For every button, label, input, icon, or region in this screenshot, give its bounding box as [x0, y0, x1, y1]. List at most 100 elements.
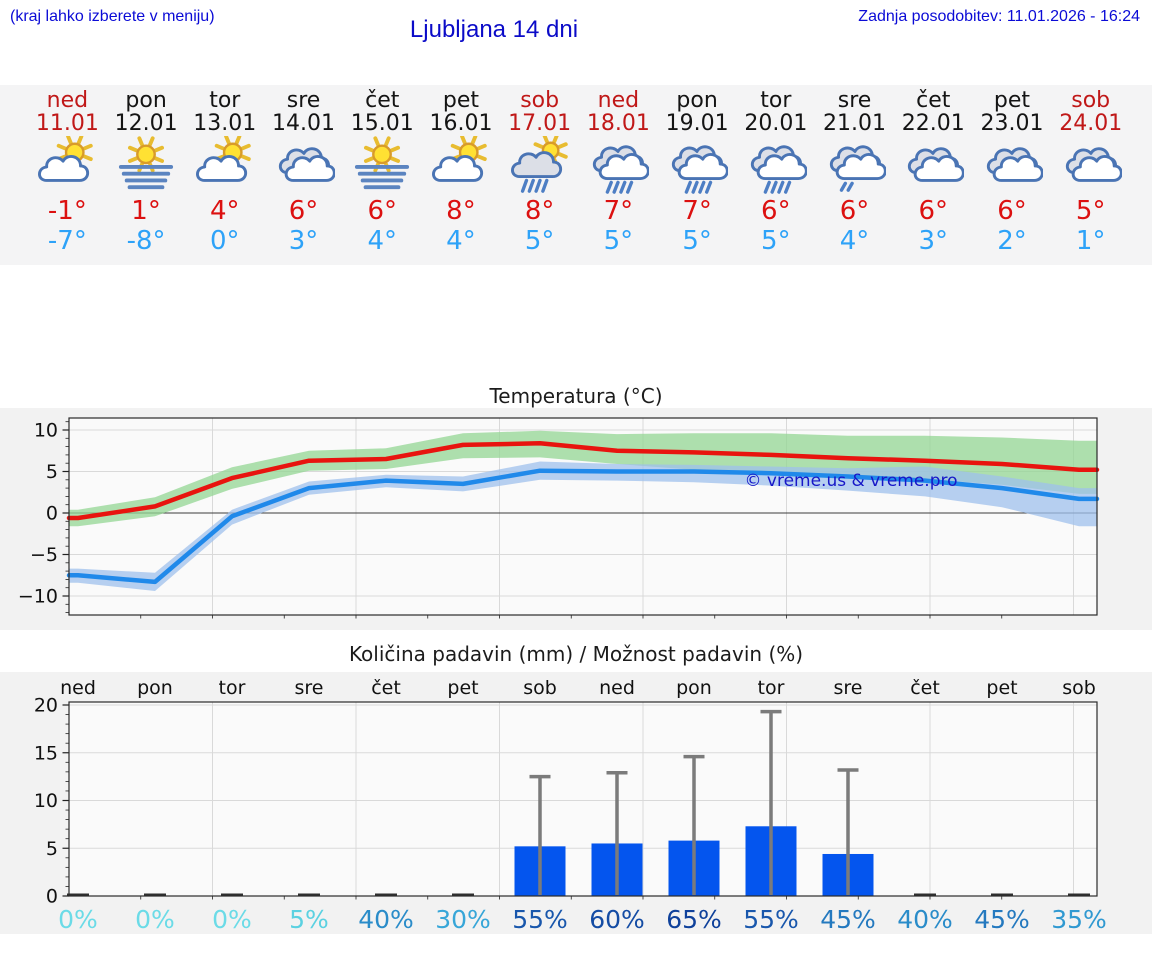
day-date: 23.01: [980, 111, 1044, 136]
day-min-temp: -8°: [126, 226, 166, 256]
day-label: tor: [758, 677, 785, 699]
y-tick-label: 10: [34, 420, 58, 442]
day-date: 18.01: [586, 111, 650, 136]
precip-probability-label: 0%: [58, 905, 98, 934]
precip-zero-bar: [144, 893, 166, 896]
day-min-temp: 0°: [210, 226, 240, 256]
day-min-temp: 4°: [446, 226, 476, 256]
precip-zero-bar: [67, 893, 89, 896]
day-min-temp: 2°: [997, 226, 1027, 256]
precip-probability-label: 55%: [512, 905, 568, 934]
y-tick-label: 0: [46, 503, 58, 525]
precip-zero-bar: [914, 893, 936, 896]
y-tick-label: 5: [46, 461, 58, 483]
precip-probability-label: 65%: [666, 905, 722, 934]
temperature-chart-title: Temperatura (°C): [489, 384, 663, 408]
precip-zero-bar: [298, 893, 320, 896]
day-label: sre: [295, 677, 324, 699]
plot-border: [68, 701, 1098, 897]
temperature-chart: −10 −5 0 5 10 © vreme.us & vreme.pro: [18, 417, 1100, 619]
day-label: ned: [599, 677, 635, 699]
day-min-temp: 5°: [761, 226, 791, 256]
y-tick-label: 15: [34, 742, 58, 764]
day-min-temp: -7°: [47, 226, 87, 256]
day-min-temp: 5°: [682, 226, 712, 256]
precip-probability-label: 40%: [358, 905, 414, 934]
day-label: sob: [1062, 677, 1096, 699]
day-column: pon 19.01 7° 5°: [658, 85, 737, 265]
y-tick-label: −10: [18, 586, 58, 608]
day-name: sob: [1071, 88, 1111, 113]
day-name: pet: [442, 88, 480, 113]
day-column: tor 20.01 6° 5°: [736, 85, 815, 265]
day-column: tor 13.01 4° 0°: [185, 85, 264, 265]
day-label: tor: [219, 677, 246, 699]
weather-icon-partly-sunny: [38, 136, 94, 182]
precip-probability-label: 5%: [289, 905, 329, 934]
y-tick-label: 10: [34, 790, 58, 812]
day-name: tor: [760, 88, 792, 113]
plot-area: [69, 702, 1097, 896]
day-column: sob 17.01 8° 5°: [500, 85, 579, 265]
day-date: 14.01: [272, 111, 335, 136]
weather-icon-rain-sun: [510, 136, 568, 193]
day-label: pon: [676, 677, 712, 699]
day-name: čet: [916, 88, 951, 113]
day-date: 22.01: [901, 111, 965, 136]
precipitation-chart-panel: 0 5 10 15 20 ned pon tor sre čet pet sob ned pon tor sr…: [0, 672, 1152, 934]
day-date: 12.01: [114, 111, 178, 136]
day-label: čet: [371, 677, 401, 699]
weather-icon-light-rain: [829, 145, 886, 192]
day-column: čet 22.01 6° 3°: [894, 85, 973, 265]
day-date: 11.01: [35, 111, 99, 136]
day-label: čet: [910, 677, 940, 699]
day-label: sre: [834, 677, 863, 699]
day-min-temp: 3°: [918, 226, 949, 256]
day-max-temp: 6°: [918, 196, 949, 226]
y-tick-label: 0: [46, 886, 58, 908]
precipitation-chart-title: Količina padavin (mm) / Možnost padavin …: [348, 642, 804, 666]
weather-icon-fog-sun: [355, 136, 410, 190]
day-max-temp: 6°: [761, 196, 791, 226]
day-max-temp: 8°: [524, 196, 555, 226]
day-date: 16.01: [429, 111, 493, 136]
day-column: sre 14.01 6° 3°: [264, 85, 343, 265]
temperature-chart-panel: −10 −5 0 5 10 © vreme.us & vreme.pro: [0, 408, 1152, 630]
day-column: čet 15.01 6° 4°: [343, 85, 422, 265]
precip-probability-label: 45%: [974, 905, 1030, 934]
day-max-temp: 6°: [997, 196, 1027, 226]
days-forecast-row: ned 11.01 -1° -7° pon 12.01 1° -8° tor 13.01 4° 0° s…: [0, 85, 1152, 265]
day-label: pon: [137, 677, 173, 699]
day-name: sre: [837, 88, 872, 113]
y-tick-label: 20: [34, 695, 58, 717]
weather-icon-partly-sunny: [195, 136, 251, 182]
precip-probability-label: 30%: [435, 905, 491, 934]
day-label: pet: [986, 677, 1017, 699]
day-column: pon 12.01 1° -8°: [107, 85, 186, 265]
precip-zero-bar: [452, 893, 474, 896]
day-max-temp: 5°: [1075, 196, 1106, 226]
precip-zero-bar: [1068, 893, 1090, 896]
day-column: ned 11.01 -1° -7°: [28, 85, 107, 265]
day-name: sre: [286, 88, 321, 113]
weather-icon-partly-sunny: [431, 136, 487, 182]
precip-probability-label: 45%: [820, 905, 876, 934]
day-date: 19.01: [665, 111, 729, 136]
day-max-temp: 6°: [367, 196, 397, 226]
day-min-temp: 3°: [288, 226, 319, 256]
weather-icon-fog-sun: [119, 136, 174, 190]
day-column: ned 18.01 7° 5°: [579, 85, 658, 265]
day-max-temp: 4°: [210, 196, 240, 226]
day-date: 17.01: [508, 111, 572, 136]
precip-probability-label: 0%: [135, 905, 175, 934]
plot-border: [68, 417, 1098, 616]
day-max-temp: 6°: [288, 196, 319, 226]
day-min-temp: 5°: [524, 226, 555, 256]
day-name: pon: [125, 88, 167, 113]
day-column: sre 21.01 6° 4°: [815, 85, 894, 265]
day-column: sob 24.01 5° 1°: [1051, 85, 1130, 265]
precip-probability-label: 35%: [1051, 905, 1107, 934]
day-max-temp: 6°: [839, 196, 870, 226]
